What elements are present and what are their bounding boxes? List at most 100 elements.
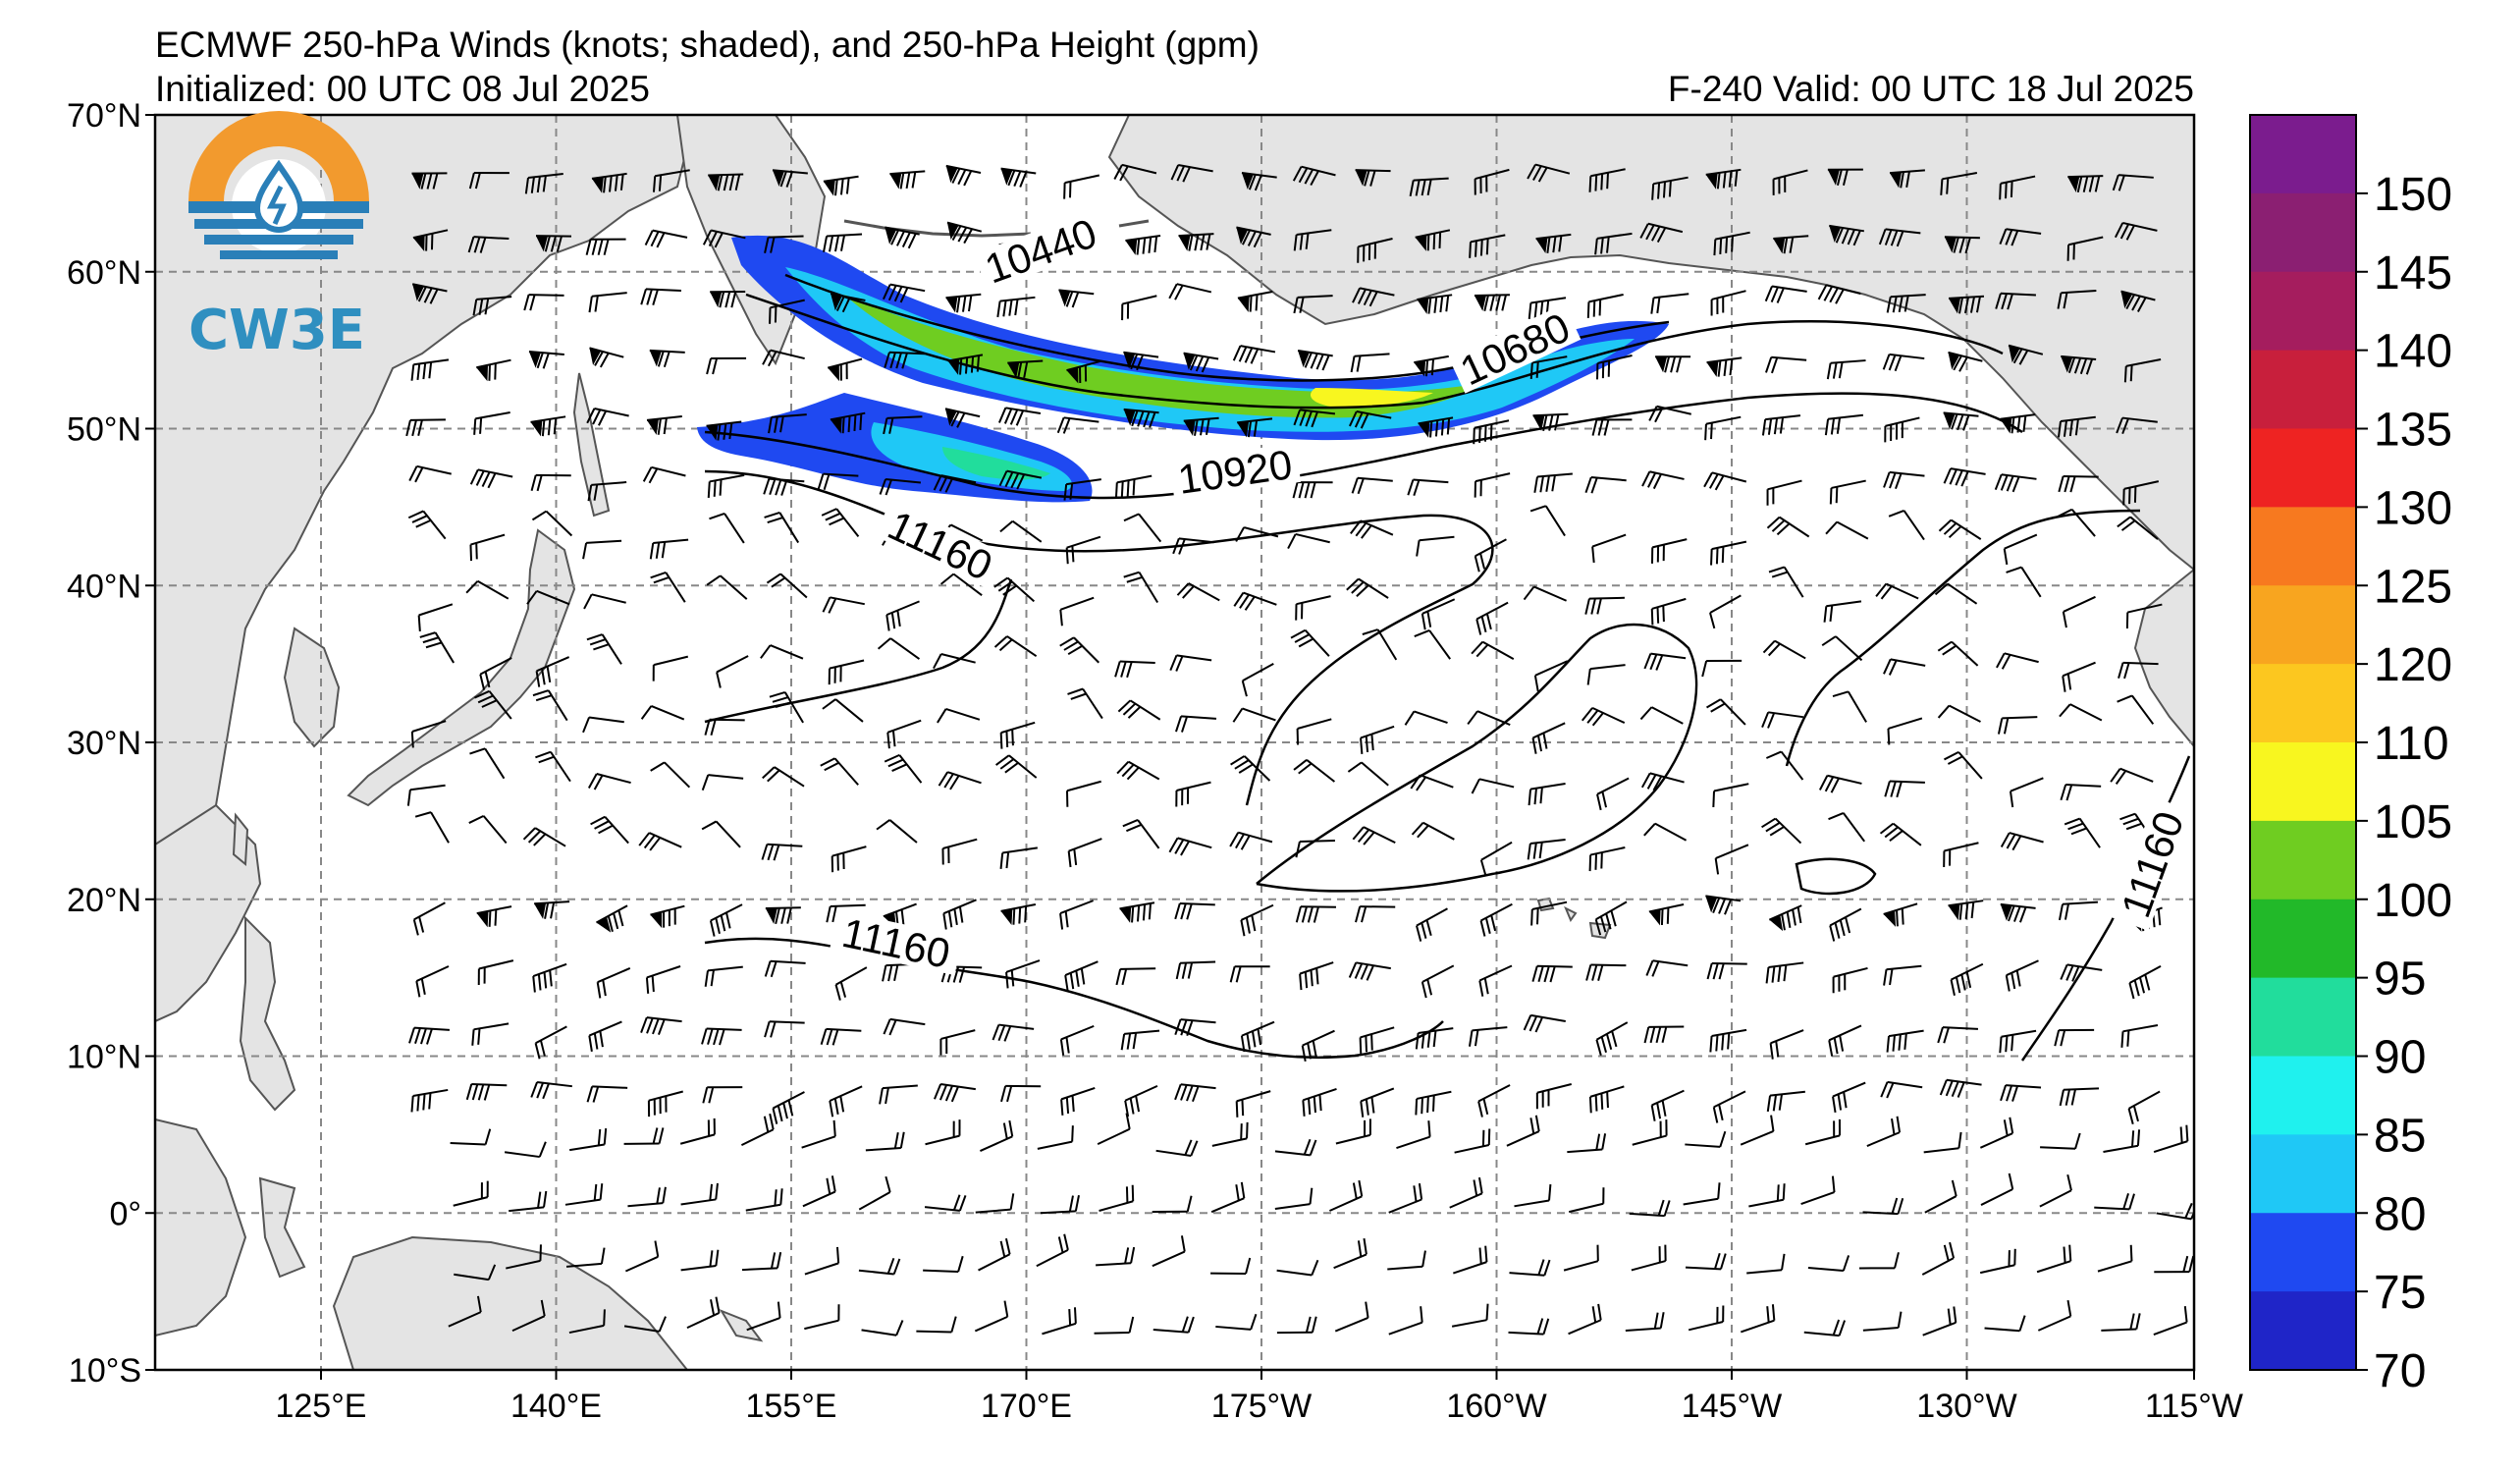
- wind-barb: [2120, 290, 2156, 312]
- wind-barb: [1825, 520, 1869, 540]
- colorbar-label: 140: [2374, 326, 2452, 378]
- wind-barb: [1211, 1121, 1249, 1147]
- wind-barb: [1471, 640, 1515, 660]
- wind-barb: [702, 1086, 743, 1104]
- wind-barb: [1875, 582, 1919, 600]
- wind-barb: [650, 761, 691, 789]
- wind-barb: [1355, 905, 1396, 923]
- wind-barb: [975, 1193, 1015, 1214]
- colorbar-label: 120: [2374, 639, 2452, 691]
- wind-barb: [586, 408, 629, 426]
- wind-barb: [2116, 416, 2158, 435]
- wind-barb: [1037, 1125, 1074, 1150]
- wind-barb: [1174, 1018, 1216, 1037]
- wind-barb: [1939, 1078, 1982, 1098]
- wind-barb: [702, 229, 746, 248]
- wind-barb: [1123, 408, 1159, 428]
- wind-barb: [916, 1316, 957, 1334]
- wind-barb: [1880, 1080, 1923, 1099]
- wind-barb: [710, 290, 746, 308]
- wind-barb: [414, 811, 450, 844]
- wind-barb: [822, 698, 864, 723]
- wind-barb: [1944, 236, 1980, 254]
- colorbar-swatch: [2250, 1134, 2356, 1214]
- wind-barb: [2057, 508, 2096, 537]
- wind-barb: [1596, 355, 1633, 380]
- wind-barb: [2112, 174, 2154, 191]
- wind-barb: [1995, 292, 2036, 310]
- colorbar-swatch: [2250, 742, 2356, 822]
- wind-barb: [1453, 1245, 1488, 1275]
- wind-barb: [1710, 290, 1746, 316]
- wind-barb: [1762, 639, 1806, 660]
- wind-barb: [596, 904, 628, 933]
- wind-barb: [858, 1175, 891, 1211]
- wind-barb: [467, 236, 509, 253]
- wind-barb: [2060, 963, 2103, 982]
- wind-barb: [1276, 1259, 1319, 1277]
- wind-barb: [945, 164, 982, 187]
- contour-11160-west: [704, 578, 1013, 724]
- wind-barb: [1701, 659, 1743, 678]
- lon-label: 170°E: [981, 1388, 1072, 1425]
- lat-label: 10°S: [69, 1352, 141, 1390]
- wind-barb: [823, 233, 863, 252]
- wind-barb: [465, 579, 509, 600]
- wind-barb: [766, 573, 808, 599]
- wind-barb: [1229, 831, 1273, 850]
- wind-barb: [1683, 1182, 1721, 1206]
- wind-barb: [1232, 345, 1276, 364]
- wind-barb: [821, 508, 860, 538]
- wind-barb: [1569, 1187, 1605, 1214]
- wind-barb: [1765, 961, 1804, 984]
- wind-barb: [1348, 961, 1391, 981]
- wind-barb: [886, 719, 922, 749]
- wind-barb: [1469, 234, 1506, 258]
- wind-barb: [944, 408, 981, 428]
- wind-barb: [2000, 413, 2036, 434]
- lat-label: 10°N: [67, 1039, 141, 1076]
- wind-barb: [1527, 163, 1571, 183]
- wind-barb: [1713, 231, 1750, 256]
- wind-barb: [1407, 478, 1449, 496]
- wind-barb: [879, 1084, 918, 1105]
- wind-barb: [1530, 900, 1568, 926]
- wind-barb: [2008, 344, 2044, 365]
- wind-barb: [644, 229, 688, 248]
- wind-barb: [1357, 238, 1393, 263]
- wind-barb: [405, 418, 446, 437]
- wind-barb: [1416, 907, 1448, 942]
- wind-barb: [1703, 471, 1747, 491]
- wind-barb: [410, 720, 447, 748]
- wind-barb: [769, 690, 804, 724]
- wind-barb: [1350, 353, 1390, 373]
- valid-time: F-240 Valid: 00 UTC 18 Jul 2025: [1668, 69, 2194, 109]
- wind-barb: [1588, 846, 1626, 872]
- wind-barb: [1528, 783, 1566, 806]
- wind-barb: [530, 415, 566, 437]
- wind-barb: [450, 1128, 492, 1146]
- wind-barb: [1943, 842, 1979, 867]
- wind-barb: [1297, 350, 1333, 371]
- wind-barb: [802, 1175, 836, 1208]
- wind-barb: [1807, 1255, 1850, 1273]
- wind-barb: [1235, 526, 1279, 542]
- wind-barb: [1999, 175, 2036, 200]
- wind-barb: [882, 283, 926, 303]
- lon-label: 160°W: [1446, 1388, 1546, 1425]
- wind-barb: [2037, 1299, 2072, 1332]
- wind-barb: [1765, 355, 1807, 374]
- wind-barb: [865, 1131, 905, 1152]
- wind-barb: [1705, 895, 1742, 915]
- wind-barb: [479, 657, 512, 690]
- wind-barb: [889, 170, 926, 190]
- wind-barb: [2000, 1084, 2042, 1102]
- wind-barb: [946, 221, 983, 245]
- wind-barb: [1710, 540, 1747, 566]
- wind-barb: [1532, 412, 1569, 431]
- wind-barb: [883, 1017, 926, 1036]
- wind-barb: [415, 965, 450, 998]
- lon-label: 175°W: [1211, 1388, 1312, 1425]
- wind-barb: [2058, 900, 2099, 921]
- contour-11160-east: [1785, 509, 2141, 767]
